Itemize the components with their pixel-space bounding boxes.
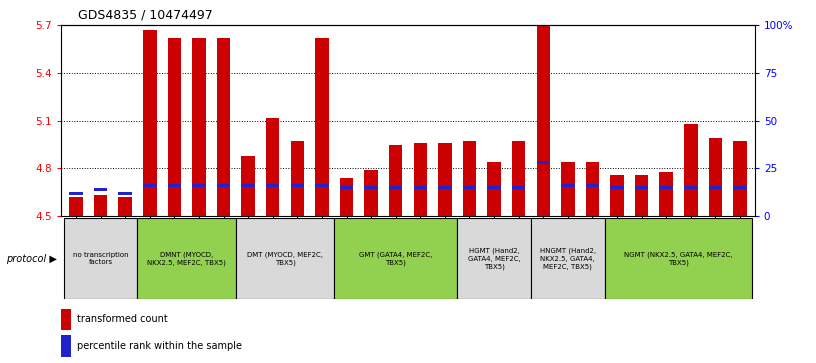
Bar <box>217 38 230 216</box>
Bar <box>734 186 747 189</box>
Bar <box>335 218 457 299</box>
Bar <box>438 143 452 216</box>
Text: GDS4835 / 10474497: GDS4835 / 10474497 <box>78 9 212 22</box>
Bar <box>414 186 427 189</box>
Bar <box>236 218 335 299</box>
Bar <box>339 186 353 189</box>
Bar <box>536 161 550 164</box>
Bar <box>561 162 574 216</box>
Bar <box>561 184 574 187</box>
Bar <box>242 184 255 187</box>
Bar <box>708 186 722 189</box>
Bar <box>118 192 132 195</box>
Bar <box>536 25 550 216</box>
Bar <box>487 186 501 189</box>
Bar <box>61 309 72 330</box>
Bar <box>487 162 501 216</box>
Text: HNGMT (Hand2,
NKX2.5, GATA4,
MEF2C, TBX5): HNGMT (Hand2, NKX2.5, GATA4, MEF2C, TBX5… <box>540 248 596 270</box>
Bar <box>512 186 526 189</box>
Bar <box>364 170 378 216</box>
Bar <box>167 184 181 187</box>
Bar <box>684 124 698 216</box>
Bar <box>659 186 673 189</box>
Bar <box>635 175 649 216</box>
Bar <box>217 184 230 187</box>
Text: GMT (GATA4, MEF2C,
TBX5): GMT (GATA4, MEF2C, TBX5) <box>359 252 432 266</box>
Bar <box>315 184 329 187</box>
Bar <box>69 192 82 195</box>
Bar <box>290 184 304 187</box>
Bar <box>137 218 236 299</box>
Bar <box>605 218 752 299</box>
Bar <box>586 184 599 187</box>
Bar <box>61 335 72 356</box>
Bar <box>242 156 255 216</box>
Bar <box>69 197 82 216</box>
Bar <box>463 141 477 216</box>
Bar <box>266 118 280 216</box>
Bar <box>684 186 698 189</box>
Bar <box>414 143 427 216</box>
Bar <box>457 218 531 299</box>
Bar <box>463 186 477 189</box>
Bar <box>531 218 605 299</box>
Text: DMNT (MYOCD,
NKX2.5, MEF2C, TBX5): DMNT (MYOCD, NKX2.5, MEF2C, TBX5) <box>147 252 226 266</box>
Text: DMT (MYOCD, MEF2C,
TBX5): DMT (MYOCD, MEF2C, TBX5) <box>247 252 323 266</box>
Bar <box>586 162 599 216</box>
Bar <box>118 197 132 216</box>
Bar <box>610 186 623 189</box>
Bar <box>193 38 206 216</box>
Bar <box>193 184 206 187</box>
Bar <box>635 186 649 189</box>
Bar <box>315 38 329 216</box>
Text: transformed count: transformed count <box>77 314 167 325</box>
Text: no transcription
factors: no transcription factors <box>73 252 128 265</box>
Bar <box>64 218 137 299</box>
Bar <box>734 141 747 216</box>
Text: HGMT (Hand2,
GATA4, MEF2C,
TBX5): HGMT (Hand2, GATA4, MEF2C, TBX5) <box>468 248 521 270</box>
Bar <box>512 141 526 216</box>
Bar <box>94 195 108 216</box>
Bar <box>610 175 623 216</box>
Text: NGMT (NKX2.5, GATA4, MEF2C,
TBX5): NGMT (NKX2.5, GATA4, MEF2C, TBX5) <box>624 252 733 266</box>
Text: percentile rank within the sample: percentile rank within the sample <box>77 341 242 351</box>
Bar <box>438 186 452 189</box>
Bar <box>266 184 280 187</box>
Bar <box>143 30 157 216</box>
Bar <box>94 188 108 191</box>
Bar <box>339 178 353 216</box>
Bar <box>290 141 304 216</box>
Bar <box>708 138 722 216</box>
Bar <box>143 184 157 187</box>
Bar <box>167 38 181 216</box>
Bar <box>389 186 402 189</box>
Bar <box>364 186 378 189</box>
Bar <box>659 171 673 216</box>
Text: protocol ▶: protocol ▶ <box>7 254 57 264</box>
Bar <box>389 144 402 216</box>
